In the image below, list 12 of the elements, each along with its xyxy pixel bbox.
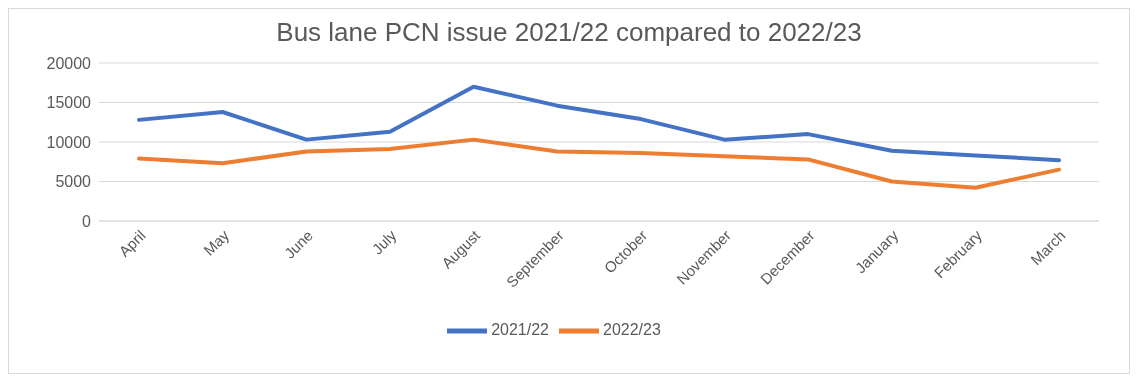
legend-label: 2022/23 (603, 321, 661, 339)
y-tick-label: 0 (82, 212, 92, 230)
chart-title: Bus lane PCN issue 2021/22 compared to 2022/23 (275, 16, 863, 49)
y-tick-label: 15000 (46, 94, 92, 112)
legend-label: 2021/22 (491, 321, 549, 339)
x-tick-label: May (200, 226, 233, 259)
y-tick-label: 20000 (46, 54, 92, 72)
line-series (137, 84, 1061, 163)
y-tick-label: 5000 (55, 173, 92, 191)
x-tick-label: July (368, 226, 400, 258)
line-series (137, 137, 1061, 190)
y-tick-label: 10000 (46, 133, 92, 151)
